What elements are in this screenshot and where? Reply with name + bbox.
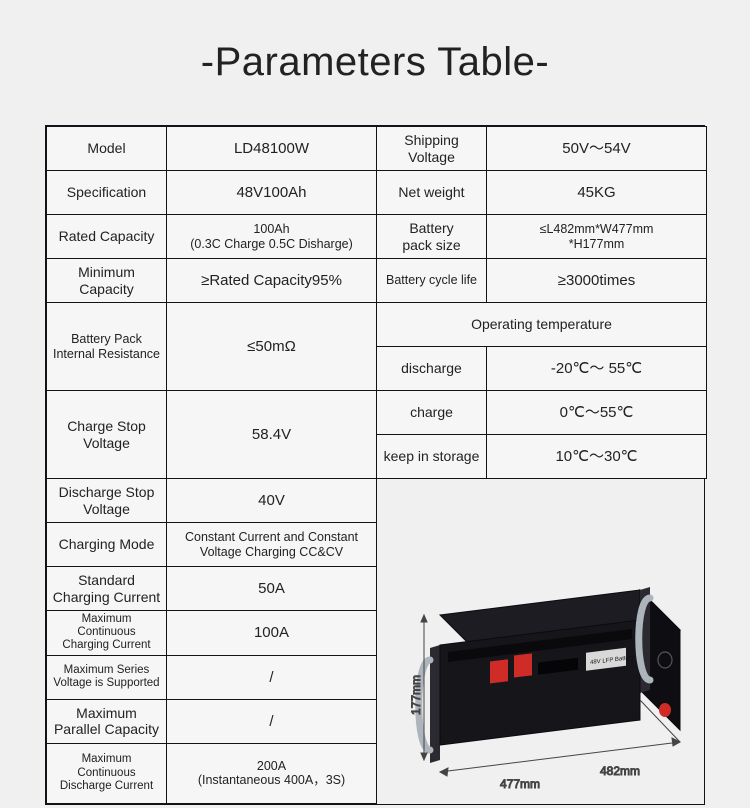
value-specification: 48V100Ah [167, 171, 377, 215]
label-pack-size: Batterypack size [377, 215, 487, 259]
value-max-cont-charging-current: 100A [167, 611, 377, 656]
label-max-parallel-capacity: MaximumParallel Capacity [47, 699, 167, 743]
table-row: Charge StopVoltage 58.4V charge 0℃～55℃ [47, 391, 707, 435]
value-max-series-voltage: / [167, 655, 377, 699]
label-specification: Specification [47, 171, 167, 215]
value-max-cont-discharge-current: 200A(Instantaneous 400A，3S) [167, 743, 377, 803]
label-internal-resistance: Battery PackInternal Resistance [47, 303, 167, 391]
value-net-weight: 45KG [487, 171, 707, 215]
label-rated-capacity: Rated Capacity [47, 215, 167, 259]
label-net-weight: Net weight [377, 171, 487, 215]
value-cycle-life: ≥3000times [487, 259, 707, 303]
value-discharge-stop-voltage: 40V [167, 479, 377, 523]
value-charging-mode: Constant Current and ConstantVoltage Cha… [167, 523, 377, 567]
value-pack-size: ≤L482mm*W477mm*H177mm [487, 215, 707, 259]
label-discharge-temp: discharge [377, 347, 487, 391]
table-row: Discharge StopVoltage 40V [47, 479, 707, 523]
label-charging-mode: Charging Mode [47, 523, 167, 567]
label-charge-stop-voltage: Charge StopVoltage [47, 391, 167, 479]
label-max-cont-charging-current: Maximum ContinuousCharging Current [47, 611, 167, 656]
label-discharge-stop-voltage: Discharge StopVoltage [47, 479, 167, 523]
value-rated-capacity: 100Ah(0.3C Charge 0.5C Disharge) [167, 215, 377, 259]
value-discharge-temp: -20℃～ 55℃ [487, 347, 707, 391]
table-row: Battery PackInternal Resistance ≤50mΩ Op… [47, 303, 707, 347]
label-charge-temp: charge [377, 391, 487, 435]
value-min-capacity: ≥Rated Capacity95% [167, 259, 377, 303]
value-model: LD48100W [167, 127, 377, 171]
value-charge-temp: 0℃～55℃ [487, 391, 707, 435]
label-max-series-voltage: Maximum SeriesVoltage is Supported [47, 655, 167, 699]
label-standard-charging-current: StandardCharging Current [47, 567, 167, 611]
value-storage-temp: 10℃～30℃ [487, 435, 707, 479]
table-row: Model LD48100W ShippingVoltage 50V～54V [47, 127, 707, 171]
table-row: Rated Capacity 100Ah(0.3C Charge 0.5C Di… [47, 215, 707, 259]
page-title: -Parameters Table- [201, 40, 549, 85]
parameters-table: Model LD48100W ShippingVoltage 50V～54V S… [45, 125, 705, 805]
label-max-cont-discharge-current: Maximum ContinuousDischarge Current [47, 743, 167, 803]
label-model: Model [47, 127, 167, 171]
value-shipping-voltage: 50V～54V [487, 127, 707, 171]
label-storage-temp: keep in storage [377, 435, 487, 479]
value-charge-stop-voltage: 58.4V [167, 391, 377, 479]
label-cycle-life: Battery cycle life [377, 259, 487, 303]
value-internal-resistance: ≤50mΩ [167, 303, 377, 391]
value-standard-charging-current: 50A [167, 567, 377, 611]
table-row: MinimumCapacity ≥Rated Capacity95% Batte… [47, 259, 707, 303]
label-min-capacity: MinimumCapacity [47, 259, 167, 303]
label-shipping-voltage: ShippingVoltage [377, 127, 487, 171]
value-max-parallel-capacity: / [167, 699, 377, 743]
table-row: Specification 48V100Ah Net weight 45KG [47, 171, 707, 215]
label-operating-temperature: Operating temperature [377, 303, 707, 347]
